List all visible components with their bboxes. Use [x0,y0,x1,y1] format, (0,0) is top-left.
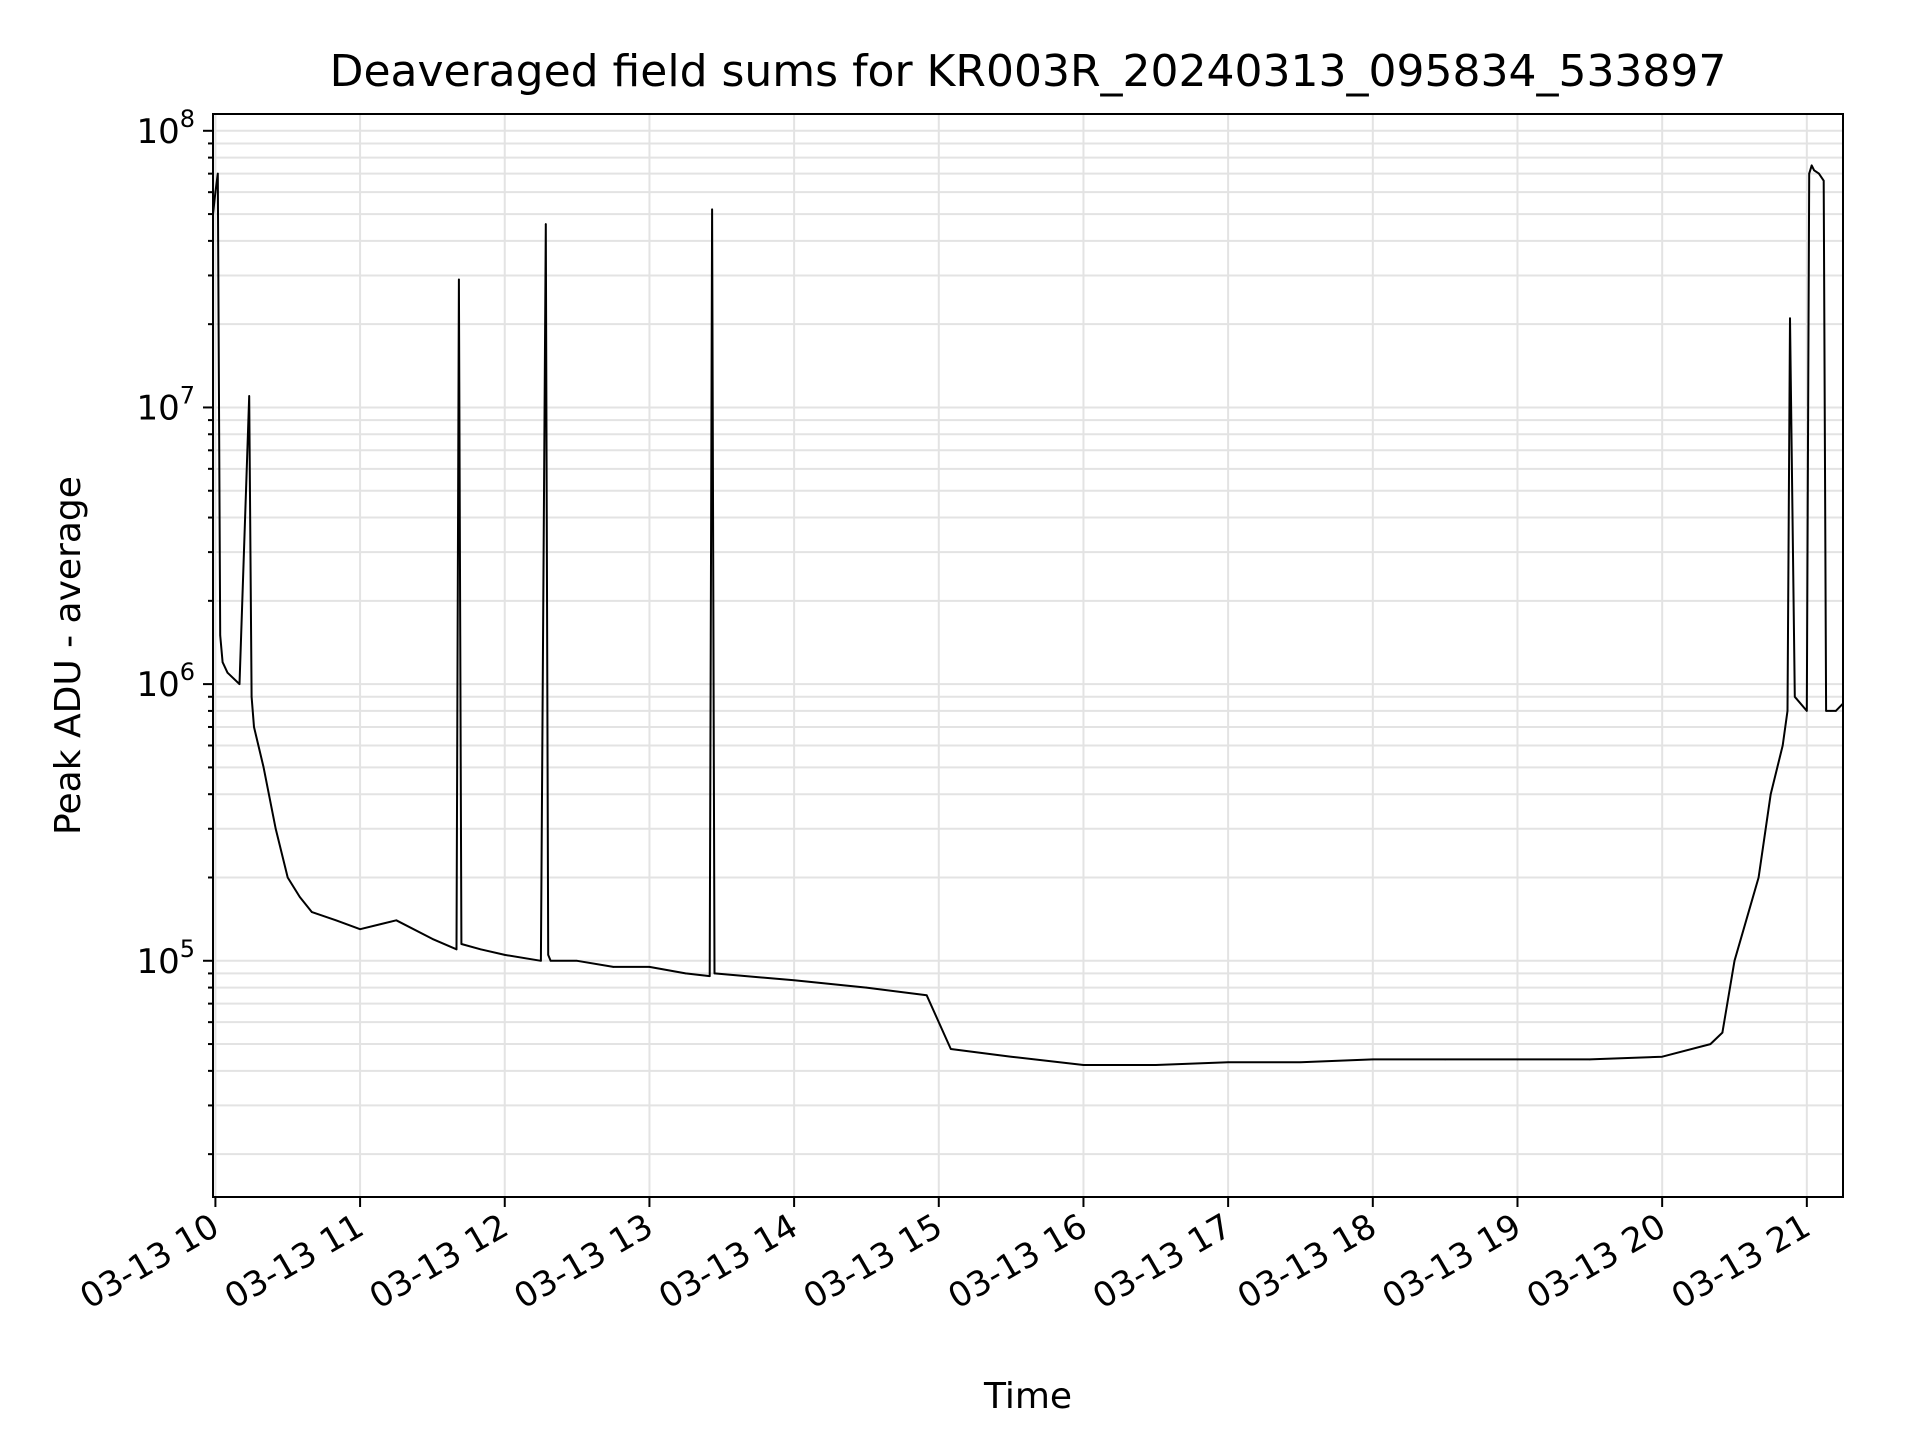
x-tick-label: 03-13 16 [942,1206,1094,1317]
data-point [1757,876,1760,879]
x-tick-label: 03-13 19 [1376,1206,1528,1317]
data-point [217,172,219,175]
data-point [648,966,651,968]
x-tick-label: 03-13 10 [74,1206,226,1317]
data-point [1154,1064,1157,1066]
data-point [311,911,313,913]
data-point [713,972,716,975]
data-point [544,223,547,225]
y-tick-label: 105 [136,935,195,982]
data-point [1589,1058,1591,1061]
data-point [1830,710,1832,712]
data-point [395,919,398,922]
data-point [745,975,747,977]
plot-frame [212,113,1844,1198]
data-point [1825,710,1827,712]
x-tick-label: 03-13 13 [508,1206,660,1317]
data-point [547,954,549,956]
data-point [1516,1058,1519,1061]
plot-layer [212,164,1844,1066]
data-point [274,827,277,830]
data-point [1808,172,1811,175]
x-tick-label: 03-13 14 [652,1206,804,1317]
data-point [253,726,255,728]
y-tick-label: 108 [136,105,195,152]
data-point [1769,793,1772,796]
data-point [793,979,795,982]
x-tick-label: 03-13 11 [218,1206,370,1317]
grid-layer [213,114,1843,1197]
data-point [1834,710,1837,712]
data-point [431,938,434,940]
data-point [576,959,578,962]
data-point [612,966,615,968]
data-point [1818,172,1820,175]
data-point [1781,744,1784,747]
data-point [262,766,265,769]
data-point [1010,1055,1012,1058]
data-point [286,876,289,879]
data-point [226,671,229,674]
data-point [335,919,337,922]
data-point [455,948,458,951]
y-tick-label: 106 [136,658,195,705]
x-tick-label: 03-13 21 [1665,1206,1817,1317]
data-point [1793,695,1796,698]
data-point [359,928,361,931]
data-point [1786,710,1789,712]
data-point [1661,1055,1663,1058]
data-point [684,972,687,975]
data-point [250,695,253,698]
x-tick-label: 03-13 12 [363,1206,515,1317]
data-point [1227,1061,1229,1063]
data-point [925,994,928,997]
x-axis-label: Time [983,1376,1072,1417]
data-point [711,208,713,211]
data-point [865,986,868,989]
data-point [1721,1031,1724,1034]
data-series-line [212,164,1844,1066]
data-point [503,954,506,956]
data-point [238,683,241,685]
data-point [1822,179,1825,182]
data-point [1733,959,1736,962]
data-point [1372,1058,1374,1061]
data-point [460,943,463,945]
data-point [708,975,711,977]
data-point [219,634,222,637]
data-point [479,948,482,951]
data-point [950,1048,952,1050]
data-point [549,959,552,962]
y-axis-label: Peak ADU - average [48,476,89,835]
data-point [1813,169,1815,172]
data-point [214,191,217,193]
y-tick-label: 107 [136,381,195,428]
x-tick-label: 03-13 15 [797,1206,949,1317]
data-point [1709,1043,1712,1045]
x-tick-label: 03-13 18 [1231,1206,1383,1317]
data-point [1810,164,1813,167]
data-point [1789,317,1791,320]
data-point [1806,710,1808,712]
data-point [1444,1058,1446,1061]
chart-title: Deaveraged field sums for KR003R_2024031… [330,46,1727,97]
data-point [221,661,224,664]
x-tick-label: 03-13 17 [1086,1206,1238,1317]
data-point [458,278,460,281]
data-point [248,395,250,397]
data-point [1299,1061,1302,1063]
x-tick-label: 03-13 20 [1520,1206,1672,1317]
data-point [299,896,301,898]
data-point [540,959,542,962]
data-point [1082,1064,1085,1066]
